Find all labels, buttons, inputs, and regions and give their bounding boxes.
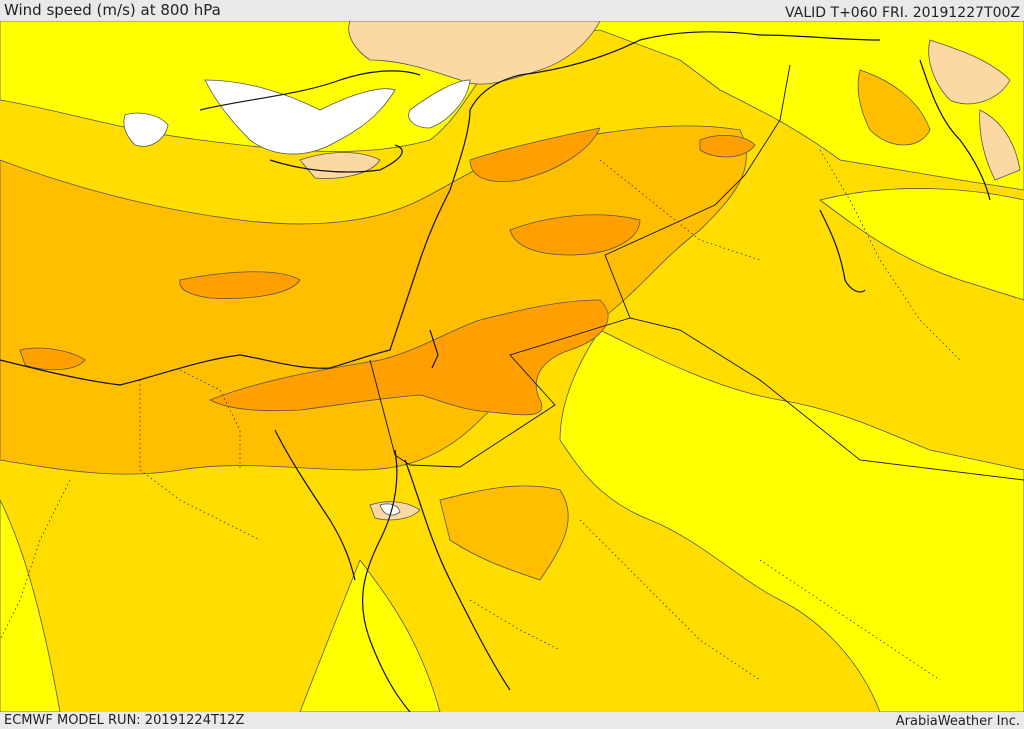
map-title: Wind speed (m/s) at 800 hPa <box>4 1 221 19</box>
footer-bar <box>0 712 1024 729</box>
coastlines <box>0 31 991 712</box>
band-white <box>123 79 471 516</box>
valid-time: VALID T+060 FRI. 20191227T00Z <box>785 5 1020 21</box>
band-orange <box>19 127 756 416</box>
model-run: ECMWF MODEL RUN: 20191224T12Z <box>4 713 245 728</box>
band-peach <box>299 21 1021 521</box>
band-amber <box>0 69 931 581</box>
credit: ArabiaWeather Inc. <box>895 714 1020 729</box>
header-bar <box>0 0 1024 21</box>
admin-lines <box>0 149 961 681</box>
band-yellow <box>0 21 1024 712</box>
borders <box>369 64 1024 481</box>
wind-speed-map <box>0 21 1024 712</box>
